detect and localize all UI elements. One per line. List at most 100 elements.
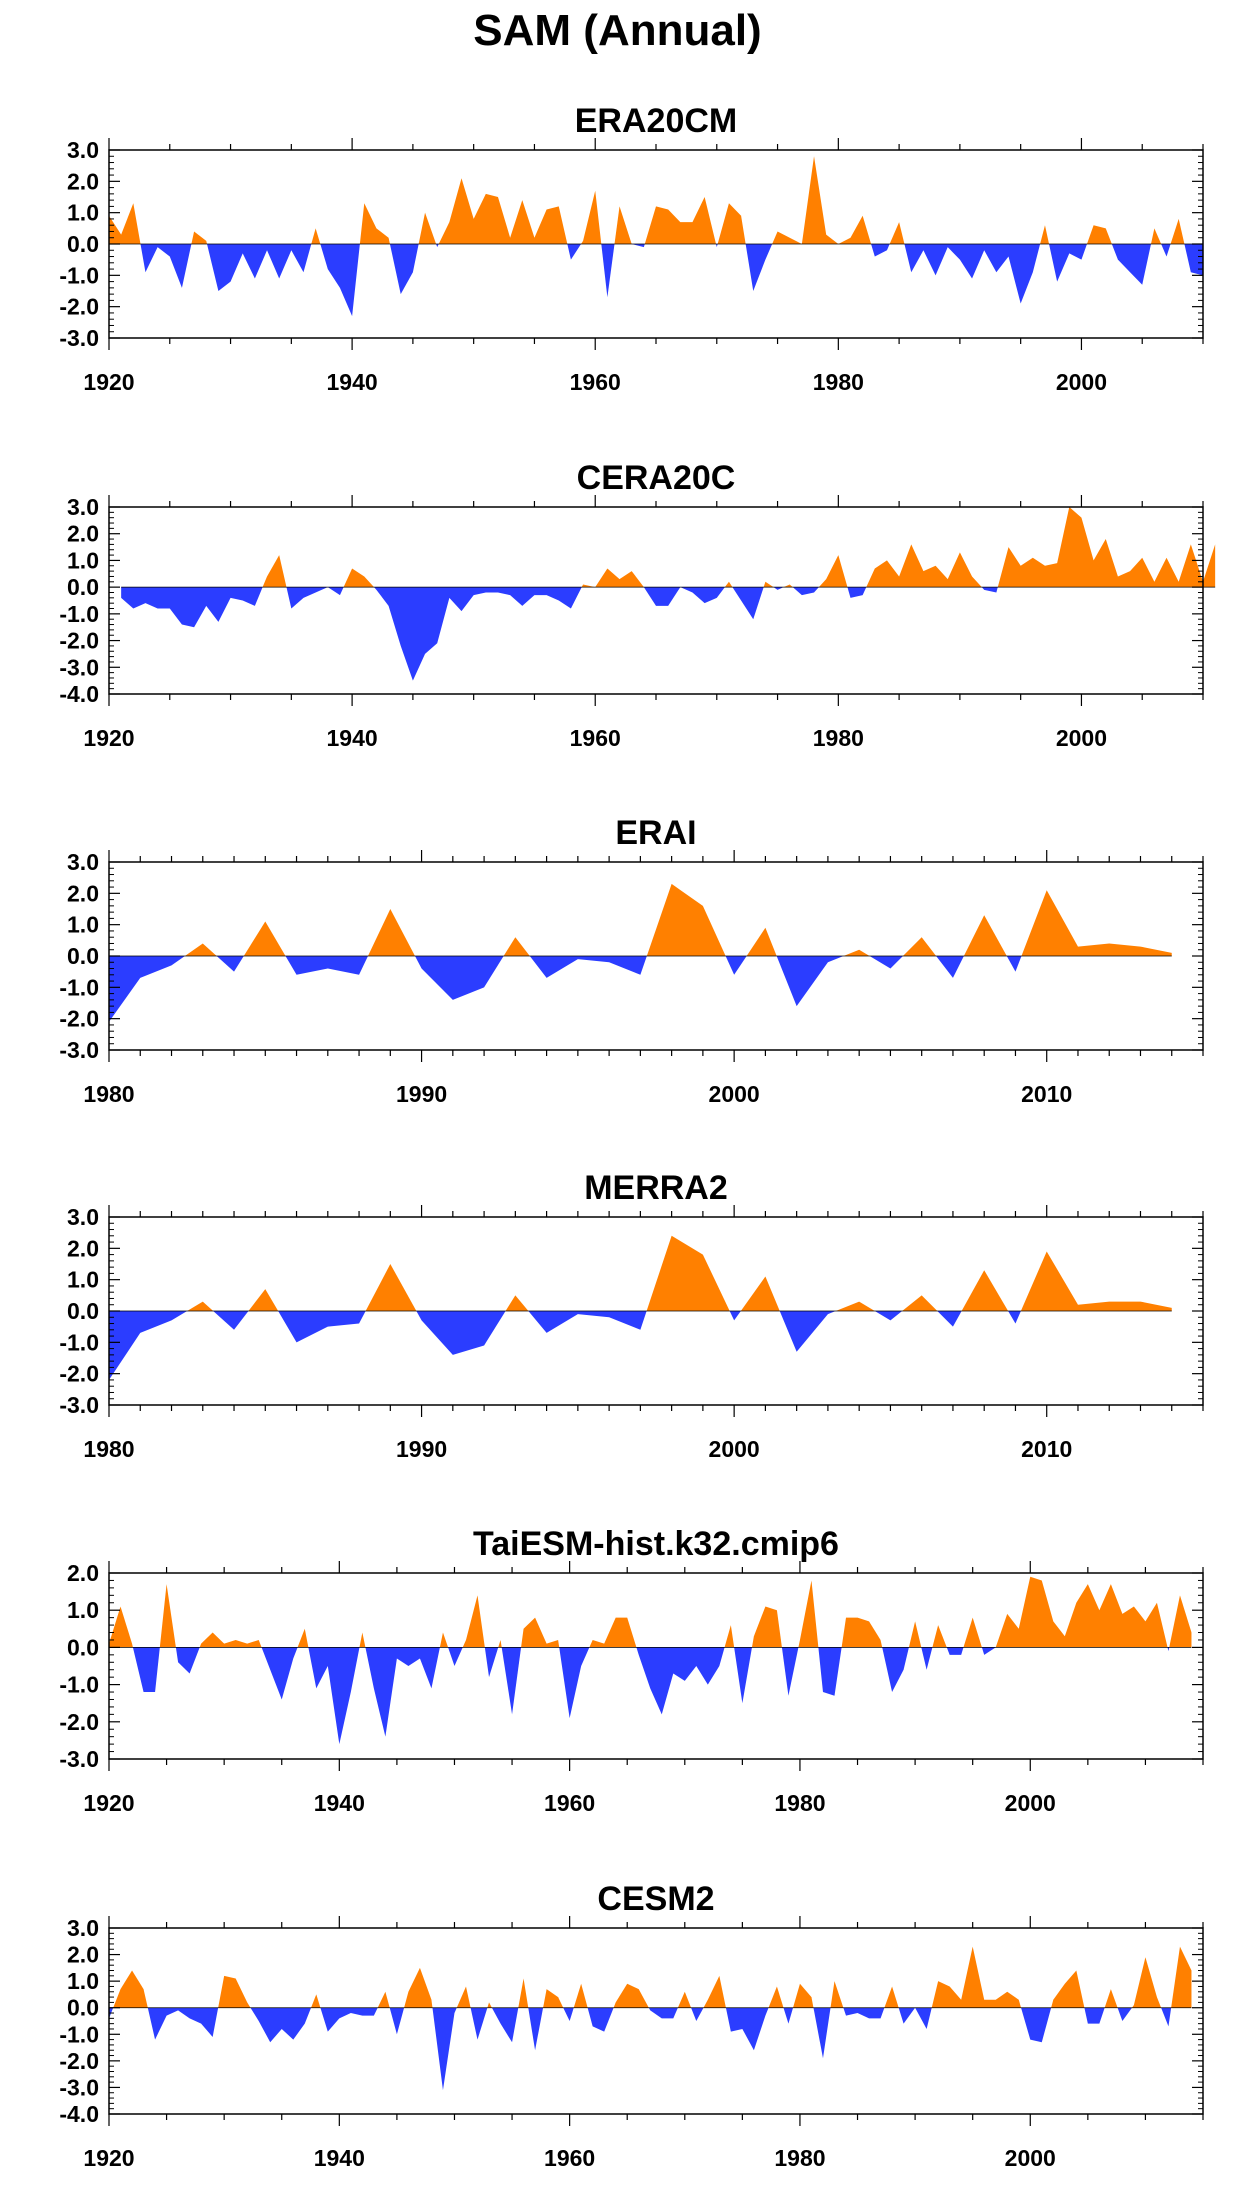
y-tick-label: -2.0 <box>59 1709 99 1735</box>
negative-anomaly-area <box>207 244 312 291</box>
positive-anomaly-area <box>830 1981 844 2008</box>
y-tick-label: 2.0 <box>67 880 99 906</box>
y-tick-label: -3.0 <box>59 325 99 351</box>
negative-anomaly-area <box>1184 244 1203 276</box>
positive-anomaly-area <box>297 1628 309 1648</box>
panel-6: CESM2 3.02.01.00.0-1.0-2.0-3.0-4.0 1920 194… <box>59 1880 1204 2171</box>
negative-anomaly-area <box>1161 2007 1172 2027</box>
y-tick-label: -4.0 <box>59 681 99 707</box>
negative-anomaly-area <box>882 1647 909 1693</box>
negative-anomaly-area <box>147 2007 219 2040</box>
x-tick-label: 2000 <box>709 1436 760 1462</box>
negative-anomaly-area <box>871 244 890 257</box>
figure-title: SAM (Annual) <box>473 6 762 55</box>
positive-anomaly-area <box>783 584 793 588</box>
positive-anomaly-area <box>997 507 1216 588</box>
negative-anomaly-area <box>946 1647 964 1655</box>
negative-anomaly-area <box>648 2007 678 2019</box>
panel-5: TaiESM-hist.k32.cmip6 2.0 1.0 0.0 -1.0 -2.0 -3… <box>59 1525 1204 1816</box>
negative-anomaly-area <box>792 587 819 596</box>
positive-anomaly-area <box>908 1621 922 1648</box>
positive-anomaly-area <box>646 883 726 956</box>
y-tick-label: 3.0 <box>67 1204 99 1230</box>
negative-anomaly-area <box>529 956 647 978</box>
x-tick-label: 1960 <box>570 369 621 395</box>
positive-anomaly-area <box>1104 1989 1118 2008</box>
y-tick-label: 0.0 <box>67 943 99 969</box>
positive-anomaly-area <box>963 915 1007 956</box>
negative-anomaly-area <box>286 587 328 609</box>
panel-3: ERAI 3.0 2.0 1.0 0.0 -1.0 -2.0 -3.0 1980 1990 2000… <box>59 814 1204 1107</box>
negative-anomaly-area <box>213 1311 249 1330</box>
positive-anomaly-area <box>505 1295 529 1311</box>
x-tick-label: 1940 <box>327 369 378 395</box>
positive-anomaly-area <box>359 1632 366 1648</box>
negative-anomaly-area <box>936 956 964 978</box>
positive-anomaly-area <box>902 1295 938 1311</box>
positive-anomaly-area <box>763 581 774 588</box>
positive-anomaly-area <box>889 222 905 244</box>
positive-anomaly-area <box>1171 1946 1192 2008</box>
negative-anomaly-area <box>874 1311 903 1321</box>
positive-anomaly-area <box>740 1276 780 1311</box>
y-tick-label: 1.0 <box>67 547 99 573</box>
negative-anomaly-area <box>308 1647 360 1745</box>
positive-anomaly-area <box>262 555 287 588</box>
positive-anomaly-area <box>487 2002 492 2008</box>
x-tick-label: 1980 <box>83 1081 134 1107</box>
positive-anomaly-area <box>902 937 937 956</box>
x-tick-label: 2000 <box>1056 725 1107 751</box>
x-tick-label: 1920 <box>83 725 134 751</box>
y-tick-label: -1.0 <box>59 1329 99 1355</box>
positive-anomaly-area <box>404 1967 433 2008</box>
positive-anomaly-area <box>646 1235 730 1311</box>
x-tick-label: 1980 <box>813 369 864 395</box>
negative-anomaly-area <box>563 2007 574 2021</box>
negative-anomaly-area <box>716 244 718 248</box>
y-tick-label: 3.0 <box>67 494 99 520</box>
y-tick-label: -1.0 <box>59 1672 99 1698</box>
positive-anomaly-area <box>717 203 746 244</box>
negative-anomaly-area <box>175 1647 200 1674</box>
y-tick-label: 0.0 <box>67 1634 99 1660</box>
negative-anomaly-area <box>643 587 681 606</box>
negative-anomaly-area <box>250 2007 312 2043</box>
x-tick-label: 1920 <box>83 369 134 395</box>
y-tick-label: -4.0 <box>59 2101 99 2127</box>
negative-anomaly-area <box>491 2007 519 2043</box>
negative-anomaly-area <box>278 1311 366 1343</box>
positive-anomaly-area <box>841 1617 883 1648</box>
negative-anomaly-area <box>691 2007 704 2021</box>
negative-anomaly-area <box>636 1647 725 1715</box>
panel-title: CESM2 <box>597 1880 714 1918</box>
negative-anomaly-area <box>601 244 615 298</box>
positive-anomaly-area <box>932 1625 947 1648</box>
negative-anomaly-area <box>470 2007 488 2040</box>
positive-anomaly-area <box>518 1978 529 2008</box>
plot-frame <box>108 1572 1204 1760</box>
y-tick-label: 0.0 <box>67 1298 99 1324</box>
negative-anomaly-area <box>1111 244 1152 285</box>
positive-anomaly-area <box>456 1986 471 2008</box>
panel-1: ERA20CM 3.0 2.0 1.0 0.0 -1.0 -2.0 -3.0 1920 1940 1… <box>59 102 1204 395</box>
positive-anomaly-area <box>746 927 777 956</box>
y-tick-label: -1.0 <box>59 262 99 288</box>
panel-4: MERRA2 3.0 2.0 1.0 0.0 -1.0 -2.0 -3.0 1980 1990 20… <box>59 1169 1204 1462</box>
negative-anomaly-area <box>915 2007 932 2029</box>
y-tick-label: 3.0 <box>67 849 99 875</box>
negative-anomaly-area <box>320 244 360 317</box>
x-tick-label: 1980 <box>774 2145 825 2171</box>
positive-anomaly-area <box>109 203 141 244</box>
panel-title: CERA20C <box>577 459 736 497</box>
y-tick-label: 1.0 <box>67 912 99 938</box>
y-tick-label: 2.0 <box>67 168 99 194</box>
positive-anomaly-area <box>768 1986 784 2008</box>
y-tick-label: 0.0 <box>67 1995 99 2021</box>
positive-anomaly-area <box>521 1617 560 1648</box>
negative-anomaly-area <box>813 2007 831 2059</box>
positive-anomaly-area <box>884 1986 899 2008</box>
positive-anomaly-area <box>462 1595 485 1648</box>
y-tick-label: -3.0 <box>59 1037 99 1063</box>
positive-anomaly-area <box>113 1970 148 2008</box>
negative-anomaly-area <box>365 1647 440 1737</box>
